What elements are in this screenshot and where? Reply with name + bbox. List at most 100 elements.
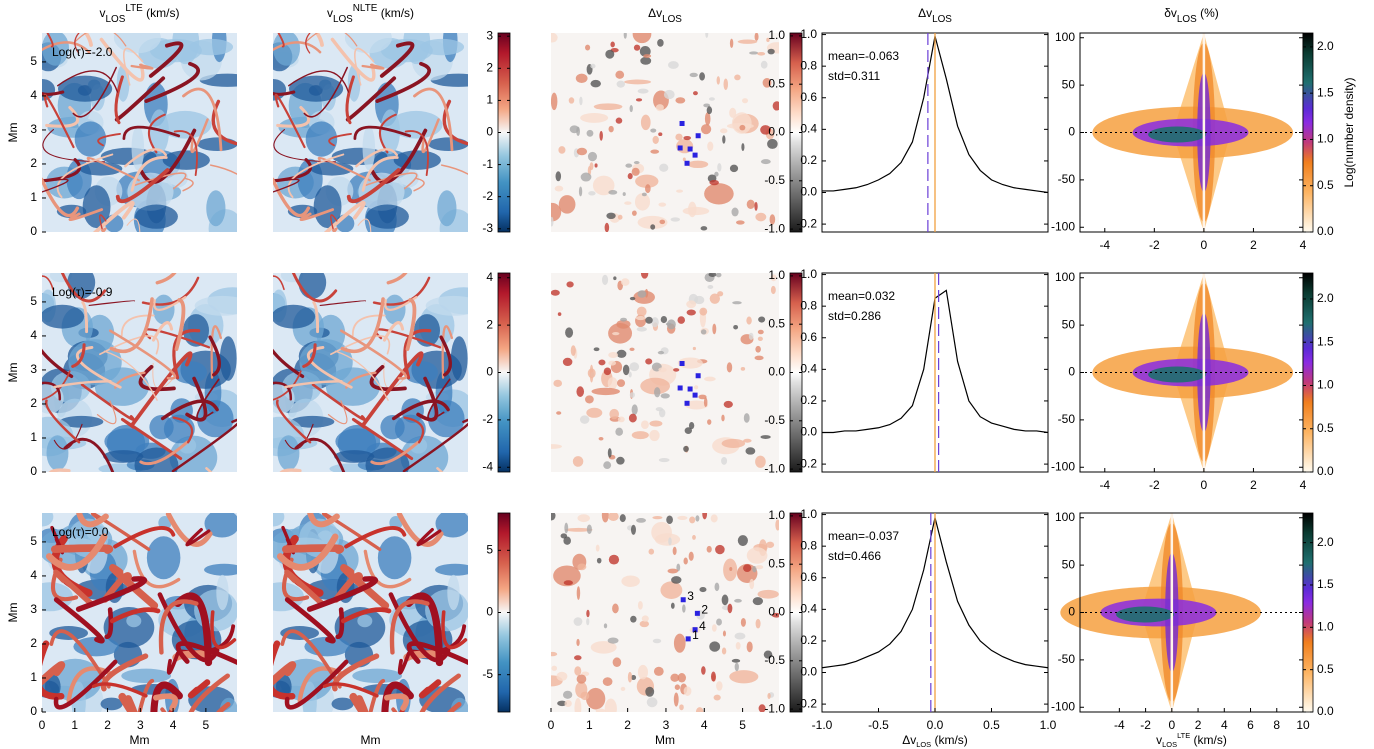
- map-lane: [45, 105, 80, 128]
- y-tick-label: -50: [1058, 172, 1076, 186]
- panel-title-part: (%): [1197, 6, 1219, 20]
- map-blob: [596, 557, 602, 564]
- colorbar-tick-label: 0.5: [1317, 662, 1334, 676]
- map-blob: [727, 603, 733, 614]
- map-blob: [608, 351, 619, 359]
- map-lane: [349, 692, 369, 712]
- x-axis-label-part: (km/s): [931, 733, 968, 747]
- x-tick-label: 0: [1201, 238, 1208, 252]
- map-blob: [655, 104, 664, 112]
- map-blob: [621, 575, 640, 587]
- map-lane: [305, 33, 311, 54]
- colorbar: [1302, 512, 1314, 713]
- map-lane: [139, 440, 189, 466]
- map-lane: [173, 592, 213, 667]
- map-lane: [42, 158, 82, 183]
- map-blob: [623, 33, 627, 39]
- map-blob: [714, 171, 719, 177]
- map-blob: [580, 172, 592, 182]
- map-blob: [699, 307, 708, 316]
- panel-title-part: LOS: [1177, 14, 1197, 25]
- map-blob: [113, 33, 161, 54]
- map-lane: [158, 599, 199, 655]
- y-tick-label: 0.6: [800, 570, 817, 584]
- map-blob: [637, 290, 647, 298]
- panel-title-part: Δv: [648, 6, 662, 20]
- map-blob: [741, 98, 749, 104]
- map-blob: [42, 513, 54, 527]
- map-blob: [735, 220, 745, 225]
- map-lane: [109, 297, 154, 354]
- map-lane: [361, 351, 424, 427]
- x-tick-label: 0.5: [983, 718, 1000, 732]
- map-blob: [654, 533, 681, 546]
- map-blob: [100, 697, 123, 711]
- y-tick-label: 0.2: [800, 633, 817, 647]
- map-blob: [568, 97, 575, 104]
- map-lane: [42, 661, 66, 686]
- map-blob: [755, 618, 761, 629]
- map-blob: [646, 697, 658, 708]
- map-texture: [551, 273, 779, 472]
- map-blob: [757, 336, 763, 341]
- map-blob: [767, 48, 775, 55]
- x-tick-label: 8: [1273, 718, 1280, 732]
- map-lane: [216, 701, 231, 712]
- map-blob: [564, 699, 572, 707]
- map-blob: [706, 545, 712, 553]
- x-axis-label: Mm: [361, 733, 381, 747]
- map-blob: [146, 536, 181, 580]
- map-lane: [42, 90, 65, 96]
- y-tick-label: 4: [30, 328, 37, 342]
- map-lane: [208, 335, 221, 377]
- map-blob: [42, 33, 70, 66]
- x-tick-label: 5: [203, 718, 210, 732]
- map-blob: [594, 163, 598, 168]
- map-blob: [557, 312, 562, 316]
- map-blob: [757, 329, 764, 335]
- x-tick-label: -4: [1114, 718, 1125, 732]
- density-cloud: [1092, 33, 1294, 232]
- map-blob: [556, 671, 568, 682]
- x-tick-label: -0.5: [868, 718, 889, 732]
- map-lane: [53, 597, 105, 644]
- y-tick-label: 0.0: [800, 185, 817, 199]
- map-blob: [658, 367, 667, 373]
- map-lane: [391, 707, 398, 712]
- map-blob: [194, 295, 237, 316]
- marker: [694, 610, 700, 616]
- map-blob: [357, 614, 373, 628]
- marker: [695, 373, 701, 379]
- map-blob: [699, 72, 705, 81]
- y-axis-label: Mm: [6, 363, 20, 383]
- map-lane: [182, 87, 223, 152]
- map-blob: [608, 360, 617, 366]
- map-lane: [311, 383, 366, 421]
- colorbar-tick-label: 0: [486, 365, 493, 379]
- map-blob: [645, 358, 653, 365]
- std-label: std=0.311: [828, 69, 880, 83]
- map-lane: [327, 400, 348, 425]
- map-blob: [739, 124, 746, 131]
- map-blob: [366, 204, 409, 229]
- map-blob: [554, 185, 564, 192]
- map-lane: [53, 659, 118, 710]
- map-lane: [43, 93, 75, 149]
- map-blob: [770, 274, 777, 282]
- map-blob: [731, 112, 752, 134]
- colorbar-tick-label: 0.5: [768, 556, 785, 570]
- map-lane: [357, 218, 372, 232]
- colorbar-tick-label: 1.5: [1317, 577, 1334, 591]
- map-lane: [419, 673, 461, 712]
- map-blob: [551, 33, 558, 43]
- map-blob: [620, 278, 630, 286]
- map-blob: [551, 513, 556, 521]
- marker: [695, 133, 701, 139]
- map-lane: [147, 113, 166, 154]
- map-blob: [693, 91, 698, 96]
- map-blob: [577, 514, 590, 523]
- map-blob: [563, 536, 571, 545]
- map-lane: [375, 61, 431, 103]
- map-blob: [722, 135, 726, 144]
- marker: [679, 360, 685, 366]
